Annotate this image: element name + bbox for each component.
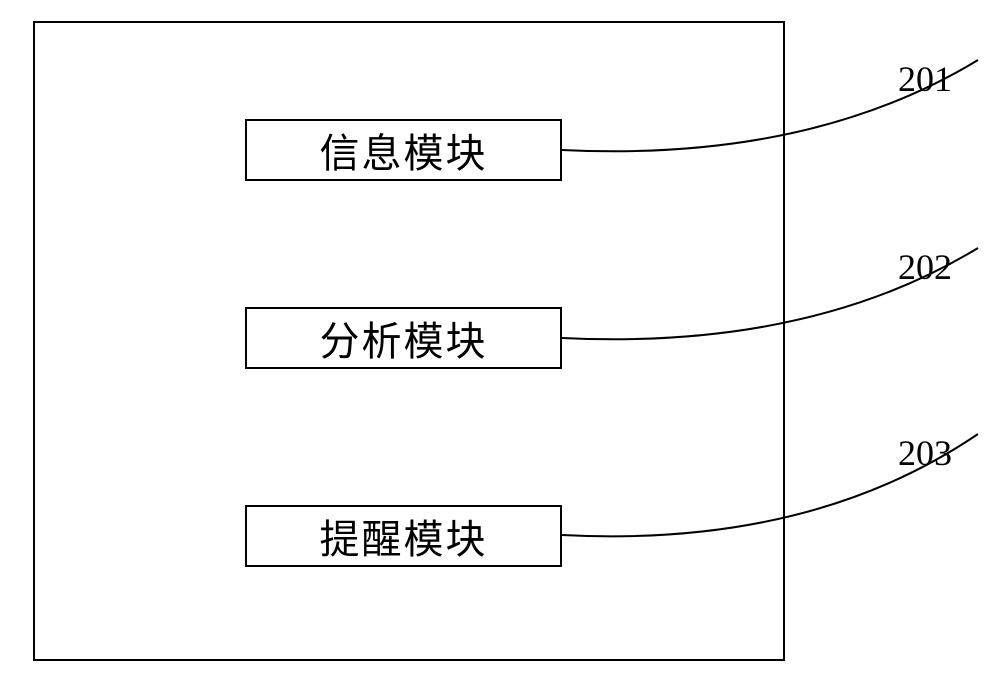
ref-label-203: 203 <box>898 432 952 474</box>
ref-label-201: 201 <box>898 58 952 100</box>
ref-label-202: 202 <box>898 246 952 288</box>
diagram-canvas: 信息模块 201 分析模块 202 提醒模块 203 <box>0 0 1000 681</box>
module-label-reminder: 提醒模块 <box>320 507 488 565</box>
module-box-reminder: 提醒模块 <box>245 505 562 567</box>
module-label-analysis: 分析模块 <box>320 309 488 367</box>
module-box-analysis: 分析模块 <box>245 307 562 369</box>
module-box-info: 信息模块 <box>245 119 562 181</box>
module-label-info: 信息模块 <box>320 121 488 179</box>
